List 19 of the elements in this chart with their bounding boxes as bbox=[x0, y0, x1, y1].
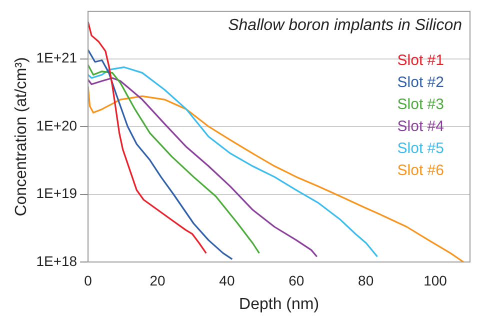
x-axis-title: Depth (nm) bbox=[239, 296, 320, 313]
y-tick-label: 1E+19 bbox=[36, 185, 78, 202]
x-tick-label: 100 bbox=[424, 272, 448, 288]
text: Slot #6 bbox=[397, 162, 444, 180]
x-tick-label: 40 bbox=[219, 272, 235, 288]
x-tick-label: 0 bbox=[84, 272, 92, 288]
text: Slot #4 bbox=[397, 118, 444, 136]
y-tick-label: 1E+20 bbox=[36, 117, 78, 134]
text: Slot #2 bbox=[397, 74, 444, 92]
y-tick-label: 1E+21 bbox=[36, 50, 78, 66]
x-tick-label: 20 bbox=[150, 272, 166, 288]
chart-title: Shallow boron implants in Silicon bbox=[228, 16, 462, 34]
text: Slot #5 bbox=[397, 140, 444, 158]
text: Slot #3 bbox=[397, 96, 444, 114]
y-axis-title: Concentration (at/cm³) bbox=[13, 57, 30, 216]
text: Slot #1 bbox=[397, 52, 444, 70]
y-tick-label: 1E+18 bbox=[36, 252, 78, 269]
x-tick-label: 60 bbox=[288, 272, 304, 288]
x-tick-label: 80 bbox=[358, 272, 374, 288]
